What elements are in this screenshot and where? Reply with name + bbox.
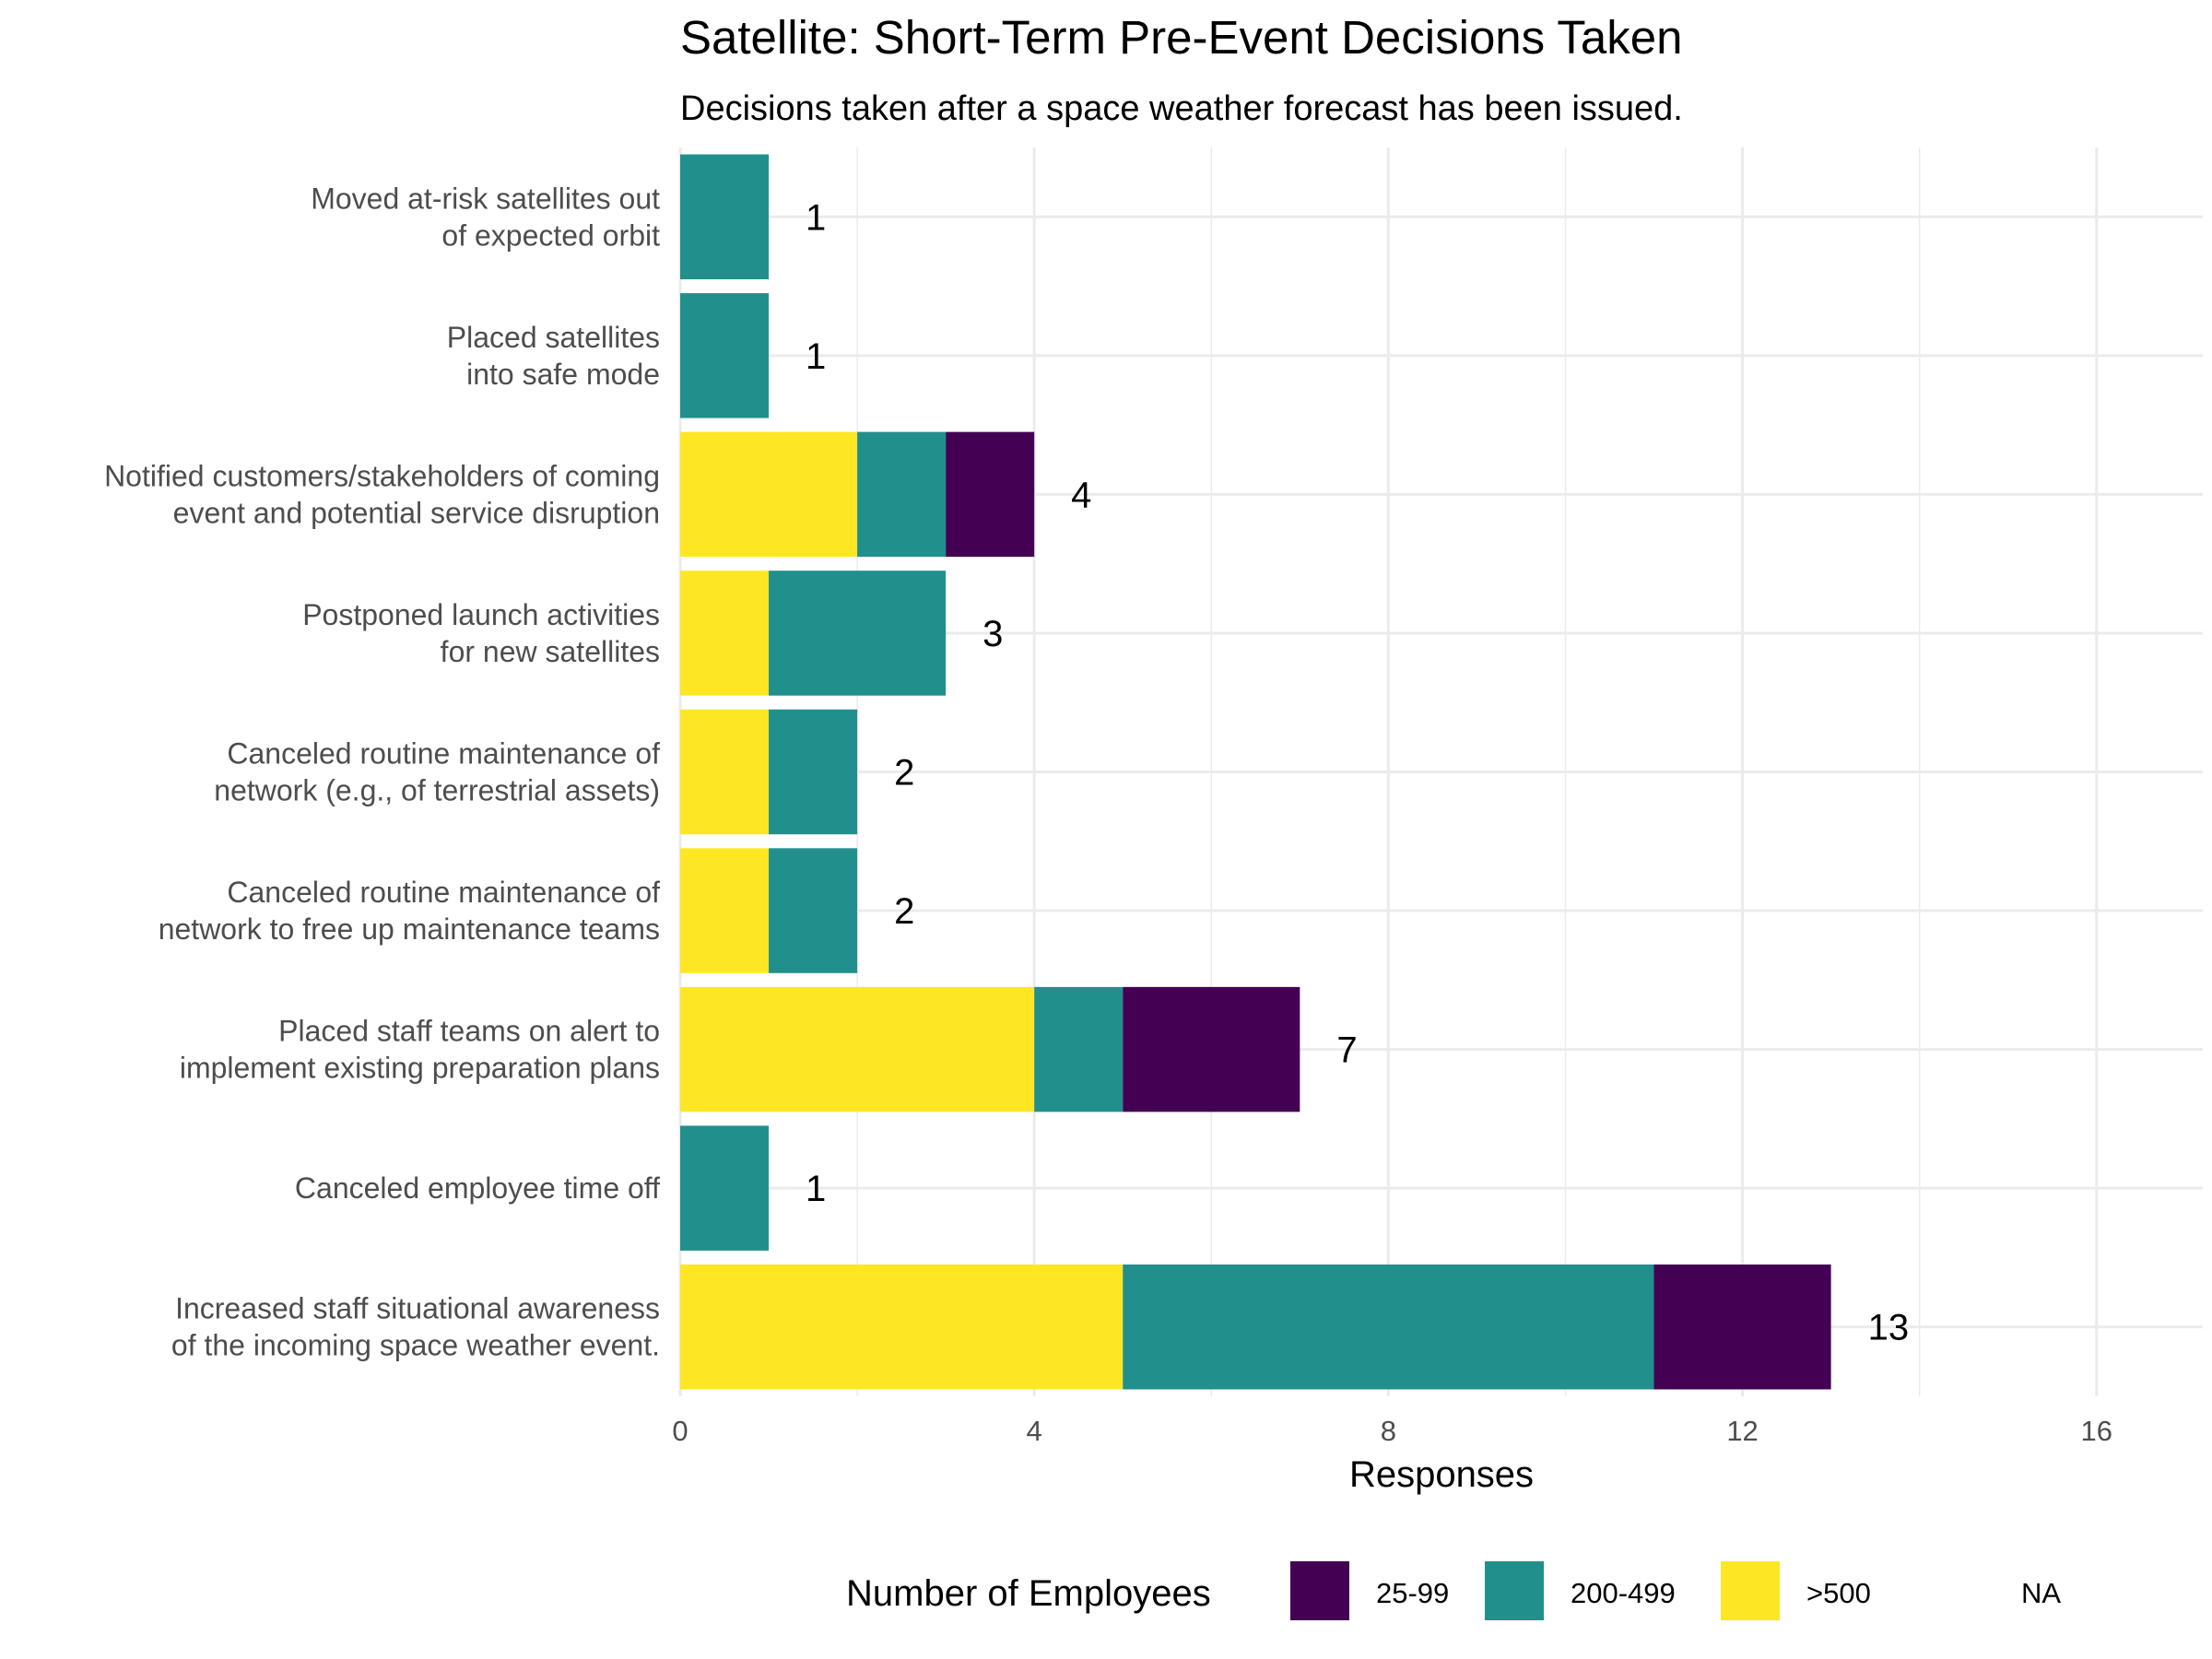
bar-segment bbox=[680, 1264, 1124, 1390]
bar-segment bbox=[680, 1125, 770, 1251]
x-tick-label: 12 bbox=[1726, 1415, 1758, 1447]
bar-segment bbox=[857, 431, 947, 558]
x-axis-ticks: 0 4 8 12 16 bbox=[672, 1415, 2112, 1447]
category-label: Notified customers/stakeholders of comin… bbox=[104, 459, 660, 529]
category-label: Canceled routine maintenance of network (… bbox=[214, 737, 660, 807]
legend-key bbox=[1290, 1561, 1349, 1620]
bar-segment bbox=[769, 848, 858, 973]
x-tick-label: 8 bbox=[1381, 1415, 1396, 1447]
data-label-total: 3 bbox=[982, 614, 1003, 654]
data-label-total: 4 bbox=[1071, 475, 1091, 515]
category-label: Placed staff teams on alert to implement … bbox=[180, 1015, 660, 1085]
chart-title: Satellite: Short-Term Pre-Event Decision… bbox=[680, 11, 1683, 64]
bar-segment bbox=[1653, 1264, 1831, 1390]
bar-segment bbox=[680, 571, 770, 696]
data-label-total: 1 bbox=[806, 336, 826, 377]
bar-segment bbox=[680, 848, 770, 973]
total-labels: 1 1 4 3 2 2 7 1 13 bbox=[806, 197, 1909, 1347]
category-label: Placed satellites into safe mode bbox=[447, 321, 660, 391]
legend-label: 200-499 bbox=[1571, 1577, 1676, 1609]
legend-key bbox=[1721, 1561, 1780, 1620]
data-label-total: 2 bbox=[894, 891, 914, 932]
legend-title: Number of Employees bbox=[846, 1573, 1211, 1614]
bar-segment bbox=[680, 431, 858, 558]
legend: Number of Employees 25-99 200-499 >500 NA bbox=[846, 1561, 2061, 1620]
data-label-total: 2 bbox=[894, 753, 914, 794]
bar-segment bbox=[680, 293, 770, 418]
bar-segment bbox=[1123, 986, 1300, 1112]
legend-key bbox=[1485, 1561, 1544, 1620]
category-labels: Moved at-risk satellites out of expected … bbox=[104, 182, 660, 1361]
bar-segment bbox=[769, 571, 947, 696]
category-label: Canceled employee time off bbox=[295, 1171, 660, 1205]
bar-segment bbox=[769, 709, 858, 835]
x-tick-label: 4 bbox=[1027, 1415, 1042, 1447]
x-tick-label: 16 bbox=[2081, 1415, 2112, 1447]
category-label: Increased staff situational awareness of … bbox=[171, 1292, 660, 1362]
data-label-total: 13 bbox=[1868, 1308, 1909, 1348]
category-label: Canceled routine maintenance of network t… bbox=[159, 876, 660, 946]
data-label-total: 1 bbox=[806, 1169, 826, 1209]
bars bbox=[680, 154, 1831, 1390]
bar-segment bbox=[680, 154, 770, 280]
category-label: Postponed launch activities for new satel… bbox=[302, 598, 660, 668]
bar-segment bbox=[680, 986, 1035, 1112]
bar-segment bbox=[946, 431, 1035, 558]
data-label-total: 1 bbox=[806, 197, 826, 238]
chart-subtitle: Decisions taken after a space weather fo… bbox=[680, 89, 1683, 128]
legend-label: NA bbox=[2021, 1577, 2061, 1609]
bar-segment bbox=[1123, 1264, 1654, 1390]
bar-segment bbox=[1034, 986, 1124, 1112]
x-axis-title: Responses bbox=[1349, 1454, 1534, 1495]
bar-segment bbox=[680, 709, 770, 835]
category-label: Moved at-risk satellites out of expected … bbox=[311, 182, 660, 252]
legend-label: 25-99 bbox=[1376, 1577, 1449, 1609]
x-tick-label: 0 bbox=[672, 1415, 688, 1447]
legend-label: >500 bbox=[1806, 1577, 1871, 1609]
data-label-total: 7 bbox=[1336, 1030, 1357, 1071]
